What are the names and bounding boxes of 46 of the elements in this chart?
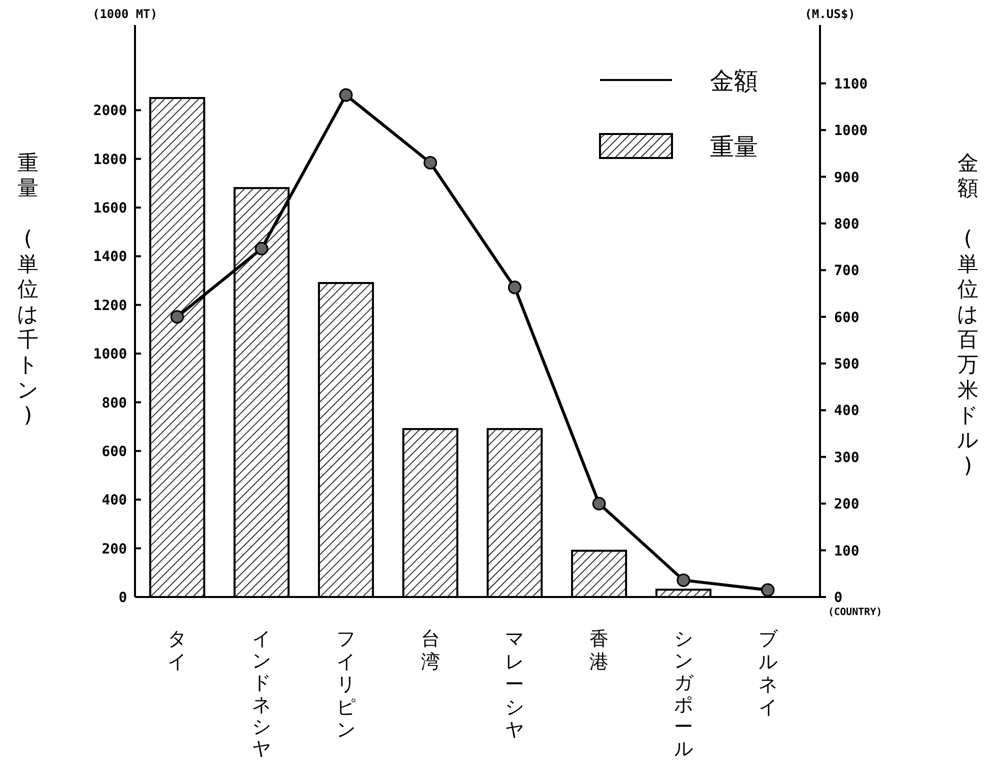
x-tick-label: ブルネイ — [758, 628, 778, 718]
x-tick-label: シンガポール — [674, 628, 694, 760]
point — [761, 583, 775, 597]
point — [339, 88, 353, 102]
text: (1000 MT) — [92, 7, 158, 21]
x-tick-label: 香港 — [590, 628, 609, 673]
x-tick-label: タイ — [168, 628, 187, 673]
x-tick-label: マレーシヤ — [505, 628, 524, 742]
y2-tick-label: 500 — [834, 356, 860, 373]
point — [592, 496, 606, 510]
y-tick-label: 1600 — [93, 200, 127, 217]
y-tick-label: 400 — [102, 492, 127, 509]
y2-tick-label: 0 — [834, 590, 842, 606]
point — [254, 242, 268, 256]
y2-tick-label: 100 — [834, 543, 860, 560]
y-tick-label: 1800 — [93, 152, 127, 168]
y2-tick-label: 200 — [834, 496, 860, 513]
y-tick-label: 600 — [102, 444, 127, 460]
y2-tick-label: 400 — [834, 403, 860, 420]
x-tick-label: インドネシヤ — [252, 628, 272, 760]
y2-tick-label: 800 — [834, 216, 860, 232]
x-axis-title: (COUNTRY) — [828, 607, 882, 618]
y2-tick-label: 1000 — [834, 123, 868, 140]
y2-tick-label: 1100 — [834, 76, 868, 92]
point — [170, 310, 184, 324]
y2-tick-label: 700 — [834, 263, 860, 280]
y-tick-label: 2000 — [93, 103, 127, 120]
text: 重量 (単位は千トン) — [17, 151, 39, 427]
y2-tick-label: 600 — [834, 310, 860, 326]
y-tick-label: 200 — [102, 541, 127, 558]
legend-label: 重量 — [710, 133, 758, 161]
y2-tick-label: 900 — [834, 170, 860, 186]
y-tick-label: 1200 — [93, 298, 127, 314]
text: 金額 (単位は百万米ドル) — [957, 151, 979, 478]
y-tick-label: 800 — [102, 395, 127, 412]
point — [676, 573, 690, 587]
x-tick-label: フイリピン — [336, 628, 356, 742]
legend-label: 金額 — [710, 67, 758, 95]
text: (M.US$) — [804, 7, 856, 21]
point — [508, 280, 522, 294]
x-tick-label: 台湾 — [420, 628, 440, 673]
y2-tick-label: 300 — [834, 450, 860, 466]
y-tick-label: 0 — [118, 590, 127, 606]
y-tick-label: 1400 — [93, 249, 127, 266]
point — [424, 156, 438, 170]
y-tick-label: 1000 — [93, 346, 127, 363]
